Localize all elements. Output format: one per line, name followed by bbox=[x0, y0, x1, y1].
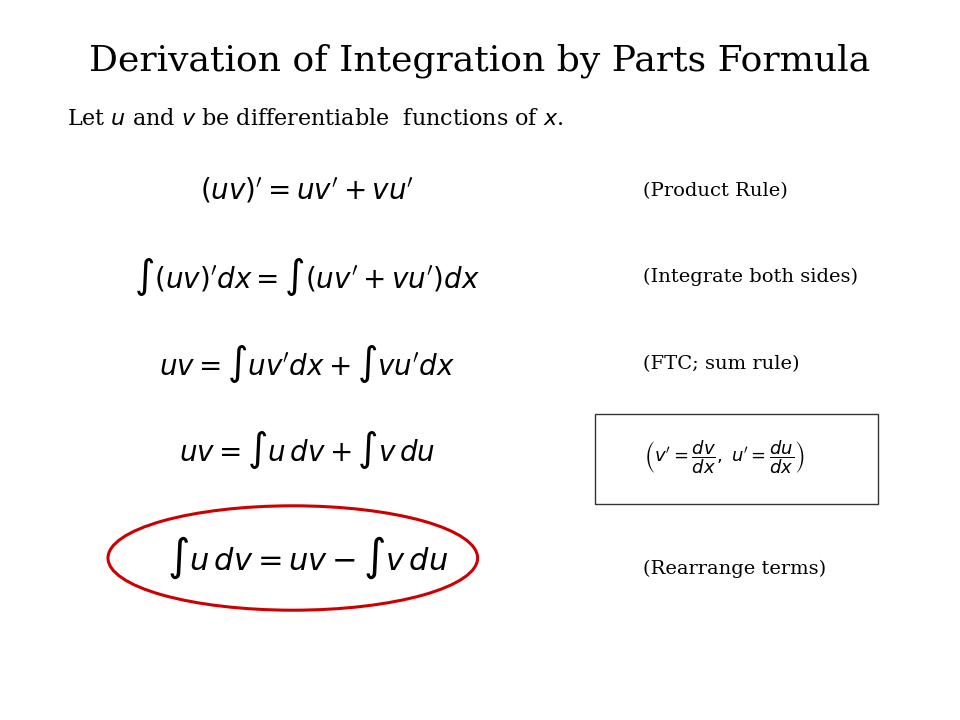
Text: Let $u$ and $v$ be differentiable  functions of $x$.: Let $u$ and $v$ be differentiable functi… bbox=[67, 108, 564, 130]
Text: $uv = \int u\,dv + \int v\,du$: $uv = \int u\,dv + \int v\,du$ bbox=[180, 429, 435, 471]
Text: $\int u\,dv = uv - \int v\,du$: $\int u\,dv = uv - \int v\,du$ bbox=[167, 535, 447, 581]
Text: (FTC; sum rule): (FTC; sum rule) bbox=[643, 355, 800, 373]
Text: Derivation of Integration by Parts Formula: Derivation of Integration by Parts Formu… bbox=[89, 43, 871, 78]
Text: $\left(v' = \dfrac{dv}{dx},\ u' = \dfrac{du}{dx}\right)$: $\left(v' = \dfrac{dv}{dx},\ u' = \dfrac… bbox=[644, 438, 805, 476]
Text: (Integrate both sides): (Integrate both sides) bbox=[643, 268, 858, 287]
Text: (Product Rule): (Product Rule) bbox=[643, 181, 788, 199]
Text: $uv = \int uv'dx + \int vu'dx$: $uv = \int uv'dx + \int vu'dx$ bbox=[159, 343, 455, 384]
Text: $\int\left(uv\right)' dx = \int\left(uv' + vu'\right)dx$: $\int\left(uv\right)' dx = \int\left(uv'… bbox=[134, 256, 480, 298]
FancyBboxPatch shape bbox=[595, 414, 878, 504]
Text: $\left(uv\right)' = uv' + vu'$: $\left(uv\right)' = uv' + vu'$ bbox=[200, 176, 415, 205]
Text: (Rearrange terms): (Rearrange terms) bbox=[643, 559, 827, 578]
